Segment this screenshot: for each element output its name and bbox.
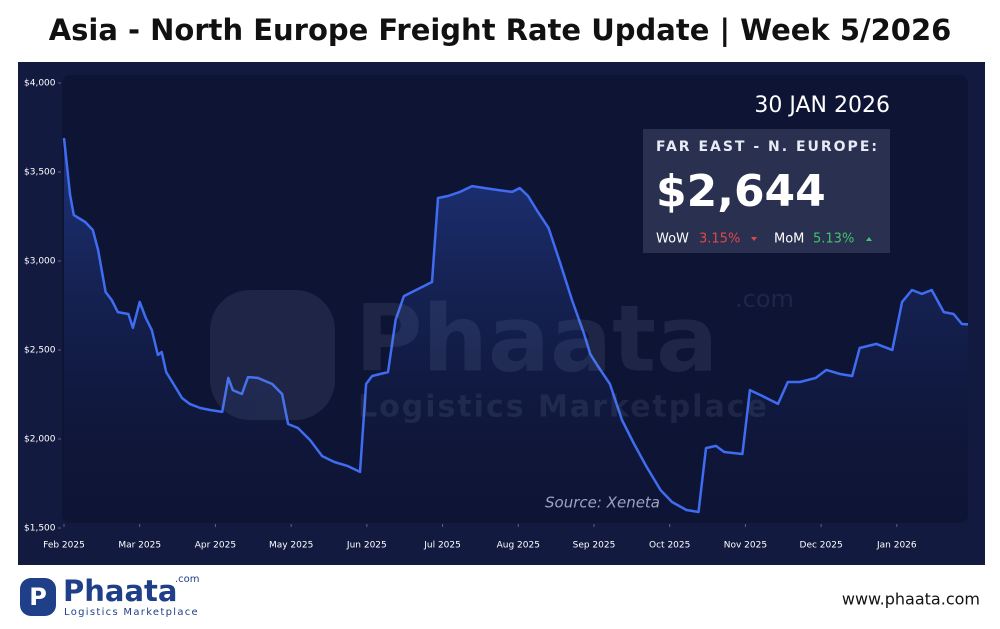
x-tick-label: Apr 2025 (195, 541, 236, 551)
footer-url: www.phaata.com (842, 590, 980, 609)
wow-label: WoW (656, 232, 689, 247)
wow-value: 3.15% (699, 232, 740, 247)
watermark-brand: Phaata (355, 285, 718, 392)
footer-domain: .com (175, 574, 200, 585)
footer-logo (20, 578, 56, 616)
line-area (64, 138, 968, 523)
line (62, 137, 969, 514)
footer-tagline: Logistics Marketplace (64, 607, 199, 618)
watermark: Phaata .com Logistics Marketplace (210, 285, 794, 425)
x-tick-label: Nov 2025 (724, 541, 767, 551)
y-tick-label: $2,000 (24, 435, 56, 445)
mom-value: 5.13% (813, 232, 854, 247)
x-tick-label: Mar 2025 (118, 541, 161, 551)
footer-logo-letter: P (29, 583, 47, 611)
y-tick-label: $3,500 (24, 168, 56, 178)
plot: $1,500 $2,000 $2,500 $3,000 $3,500 $4,000 Feb … (24, 79, 969, 551)
page-title: Asia - North Europe Freight Rate Update … (49, 13, 952, 47)
x-tick-label: Sep 2025 (573, 541, 616, 551)
x-tick-label: Feb 2025 (43, 541, 85, 551)
x-tick-label: Jan 2026 (876, 541, 917, 551)
watermark-tagline: Logistics Marketplace (358, 390, 769, 425)
up-arrow (866, 237, 872, 241)
y-tick-label: $2,500 (24, 346, 56, 356)
mom-label: MoM (774, 232, 804, 247)
x-tick-label: Jun 2025 (346, 541, 387, 551)
down-arrow (751, 237, 757, 241)
y-tick-label: $3,000 (24, 257, 56, 267)
card-price: $2,644 (656, 166, 826, 217)
x-tick-label: Aug 2025 (497, 541, 540, 551)
watermark-domain: .com (735, 285, 794, 313)
watermark-logo (210, 290, 335, 420)
y-tick-label: $4,000 (24, 79, 56, 89)
card-route: FAR EAST - N. EUROPE: (656, 139, 879, 155)
x-tick-label: May 2025 (269, 541, 313, 551)
card-date: 30 JAN 2026 (754, 93, 890, 118)
source-note: Source: Xeneta (545, 494, 660, 512)
y-tick-label: $1,500 (24, 524, 56, 534)
x-tick-label: Oct 2025 (649, 541, 690, 551)
x-tick-label: Jul 2025 (423, 541, 461, 551)
price-card (643, 129, 890, 253)
footer-brand: Phaata (63, 574, 177, 608)
x-tick-label: Dec 2025 (800, 541, 843, 551)
